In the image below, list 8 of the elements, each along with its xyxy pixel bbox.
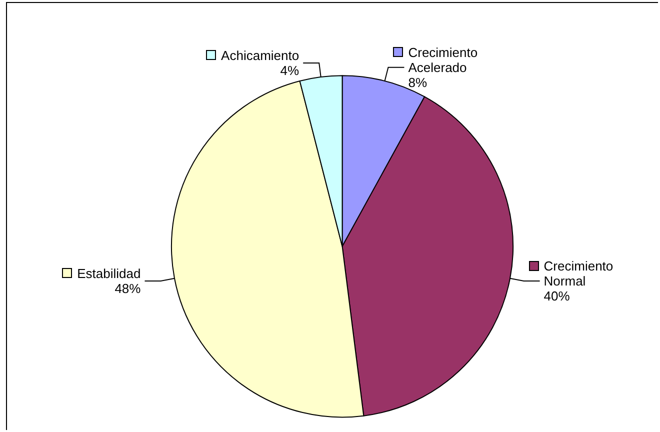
data-label: 8% <box>408 74 428 90</box>
legend-label: Achicamiento <box>221 48 300 64</box>
legend-label: Crecimiento Normal <box>544 258 614 289</box>
data-label: 4% <box>280 63 300 78</box>
data-label: 48% <box>114 281 142 296</box>
data-label: 40% <box>544 288 570 304</box>
legend-label: Crecimiento Acelerado <box>408 44 478 75</box>
legend-label: Estabilidad <box>77 266 141 282</box>
